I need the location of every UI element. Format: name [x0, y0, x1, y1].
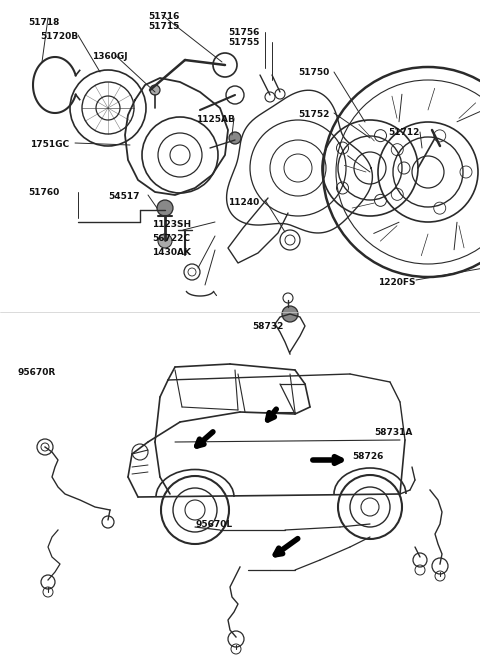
Text: 51752: 51752 [298, 110, 329, 119]
Circle shape [158, 234, 172, 248]
Text: 1360GJ: 1360GJ [92, 52, 128, 61]
Text: 1125AB: 1125AB [196, 115, 235, 124]
Text: 51718: 51718 [28, 18, 60, 27]
Text: 51760: 51760 [28, 188, 59, 197]
Text: 51755: 51755 [228, 38, 259, 47]
Text: 51720B: 51720B [40, 32, 78, 41]
Text: 54517: 54517 [108, 192, 140, 201]
Text: 51715: 51715 [148, 22, 180, 31]
Text: 51750: 51750 [298, 68, 329, 77]
Circle shape [157, 200, 173, 216]
Circle shape [229, 132, 241, 144]
Text: 95670L: 95670L [196, 520, 233, 529]
Text: 1430AK: 1430AK [152, 248, 191, 257]
Text: 1220FS: 1220FS [378, 278, 416, 287]
Text: 1751GC: 1751GC [30, 140, 69, 149]
Text: 1123SH: 1123SH [152, 220, 191, 229]
Text: 56722C: 56722C [152, 234, 190, 243]
Text: 51756: 51756 [228, 28, 259, 37]
Circle shape [150, 85, 160, 95]
Text: 51716: 51716 [148, 12, 180, 21]
Text: 11240: 11240 [228, 198, 259, 207]
Text: 51712: 51712 [388, 128, 420, 137]
Text: 58732: 58732 [252, 322, 283, 331]
Circle shape [282, 306, 298, 322]
Text: 58731A: 58731A [374, 428, 412, 437]
Text: 58726: 58726 [352, 452, 384, 461]
Text: 95670R: 95670R [18, 368, 56, 377]
